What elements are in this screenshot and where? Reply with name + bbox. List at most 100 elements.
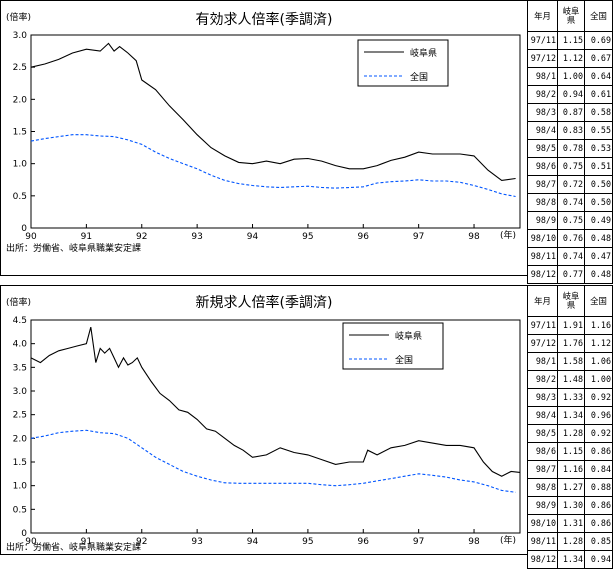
legend-label: 岐阜県 <box>410 47 437 59</box>
y-tick-label: 2.5 <box>13 63 27 73</box>
table-cell-month: 98/3 <box>527 388 558 407</box>
table-cell-month: 97/11 <box>527 31 558 50</box>
table-cell-national: 0.51 <box>584 157 613 176</box>
table-cell-gifu: 1.28 <box>557 532 585 551</box>
table-cell-month: 97/12 <box>527 334 558 353</box>
y-tick-label: 4.0 <box>13 340 28 350</box>
table-cell-national: 1.12 <box>584 334 613 353</box>
table-cell-month: 98/12 <box>527 550 558 569</box>
table-cell-gifu: 0.87 <box>557 103 585 122</box>
legend-label: 全国 <box>395 354 413 366</box>
table-cell-national: 0.92 <box>584 388 613 407</box>
x-axis-label: (年) <box>500 534 516 546</box>
table-cell-national: 0.49 <box>584 211 613 230</box>
table-row: 98/8 1.27 0.88 <box>527 478 613 497</box>
table-header-cell: 年月 <box>527 0 558 32</box>
table-cell-month: 98/2 <box>527 85 558 104</box>
x-tick-label: 91 <box>81 537 92 547</box>
table-cell-national: 0.50 <box>584 193 613 212</box>
table-cell-month: 98/7 <box>527 460 558 479</box>
table-row: 98/2 1.48 1.00 <box>527 370 613 389</box>
x-tick-label: 94 <box>247 537 259 547</box>
table-cell-gifu: 0.83 <box>557 121 585 140</box>
table-cell-month: 98/3 <box>527 103 558 122</box>
chart-panel-2: 新規求人倍率(季調済) (倍率) 0 0.5 1.0 1.5 2.0 2.5 3.0 3.5 4.0… <box>0 285 613 569</box>
table-cell-month: 98/8 <box>527 478 558 497</box>
table-row: 98/5 1.28 0.92 <box>527 424 613 443</box>
table-cell-month: 98/2 <box>527 370 558 389</box>
table-cell-national: 0.53 <box>584 139 613 158</box>
y-tick-label: 1.5 <box>13 458 27 468</box>
y-tick-label: 0 <box>21 529 27 539</box>
table-cell-national: 1.06 <box>584 352 613 371</box>
table-cell-month: 98/5 <box>527 424 558 443</box>
table-cell-month: 98/4 <box>527 121 558 140</box>
x-tick-label: 92 <box>136 232 147 242</box>
table-row: 98/11 1.28 0.85 <box>527 532 613 551</box>
table-cell-gifu: 0.94 <box>557 85 585 104</box>
chart-panel-1: 有効求人倍率(季調済) (倍率) 0 0.5 1.0 1.5 2.0 2.5 3.0 90 91 92… <box>0 0 613 284</box>
table-cell-month: 98/10 <box>527 514 558 533</box>
table-cell-month: 97/12 <box>527 49 558 68</box>
series-line-national <box>30 134 516 198</box>
table-cell-gifu: 1.34 <box>557 550 585 569</box>
x-tick-label: 93 <box>191 232 202 242</box>
table-header-row: 年月 岐阜県 全国 <box>527 0 613 32</box>
table-cell-month: 97/11 <box>527 316 558 335</box>
table-cell-national: 0.67 <box>584 49 613 68</box>
table-cell-national: 0.94 <box>584 550 613 569</box>
y-tick-label: 3.0 <box>13 387 28 397</box>
legend-box <box>342 322 444 370</box>
x-tick-label: 93 <box>191 537 202 547</box>
table-header-row: 年月 岐阜県 全国 <box>527 285 613 317</box>
table-cell-gifu: 1.15 <box>557 442 585 461</box>
y-tick-label: 0.5 <box>13 505 27 515</box>
table-cell-national: 0.61 <box>584 85 613 104</box>
x-tick-label: 90 <box>25 537 37 547</box>
table-cell-national: 0.64 <box>584 67 613 86</box>
legend-label: 全国 <box>410 71 428 83</box>
chart-frame <box>0 285 528 555</box>
table-cell-gifu: 1.76 <box>557 334 585 353</box>
table-cell-national: 0.84 <box>584 460 613 479</box>
table-row: 98/7 1.16 0.84 <box>527 460 613 479</box>
y-tick-label: 2.0 <box>13 95 28 105</box>
x-tick-label: 92 <box>136 537 147 547</box>
table-cell-gifu: 1.00 <box>557 67 585 86</box>
table-cell-national: 0.47 <box>584 247 613 266</box>
table-row: 98/10 0.76 0.48 <box>527 229 613 248</box>
table-cell-month: 98/5 <box>527 139 558 158</box>
table-cell-national: 0.48 <box>584 229 613 248</box>
data-table-2: 年月 岐阜県 全国 97/11 1.91 1.16 97/12 1.76 1.12 98/1 1.5… <box>527 285 613 569</box>
legend-label: 岐阜県 <box>395 330 422 342</box>
table-cell-national: 0.96 <box>584 406 613 425</box>
y-tick-label: 2.0 <box>13 434 28 444</box>
table-row: 98/6 0.75 0.51 <box>527 157 613 176</box>
table-cell-national: 0.48 <box>584 265 613 284</box>
table-row: 98/3 1.33 0.92 <box>527 388 613 407</box>
series-line-gifu <box>30 326 521 477</box>
x-tick-label: 97 <box>413 232 424 242</box>
table-header-cell: 岐阜県 <box>557 285 585 317</box>
line-chart-1: 有効求人倍率(季調済) (倍率) 0 0.5 1.0 1.5 2.0 2.5 3.0 90 91 92… <box>0 0 528 276</box>
table-cell-national: 0.86 <box>584 496 613 515</box>
table-row: 98/2 0.94 0.61 <box>527 85 613 104</box>
table-cell-gifu: 1.91 <box>557 316 585 335</box>
source-note: 出所：労働省、岐阜県職業安定課 <box>6 541 141 553</box>
table-cell-national: 0.88 <box>584 478 613 497</box>
table-cell-gifu: 1.12 <box>557 49 585 68</box>
source-note: 出所：労働省、岐阜県職業安定課 <box>6 242 141 254</box>
table-cell-gifu: 0.75 <box>557 157 585 176</box>
table-header-cell: 年月 <box>527 285 558 317</box>
table-cell-gifu: 1.34 <box>557 406 585 425</box>
table-cell-month: 98/10 <box>527 229 558 248</box>
data-table-1: 年月 岐阜県 全国 97/11 1.15 0.69 97/12 1.12 0.67 98/1 1.0… <box>527 0 613 284</box>
table-row: 97/11 1.15 0.69 <box>527 31 613 50</box>
table-cell-national: 0.69 <box>584 31 613 50</box>
table-cell-national: 0.58 <box>584 103 613 122</box>
y-tick-label: 3.0 <box>13 31 28 41</box>
table-row: 98/4 1.34 0.96 <box>527 406 613 425</box>
table-cell-gifu: 1.33 <box>557 388 585 407</box>
table-row: 98/12 1.34 0.94 <box>527 550 613 569</box>
table-row: 98/9 1.30 0.86 <box>527 496 613 515</box>
